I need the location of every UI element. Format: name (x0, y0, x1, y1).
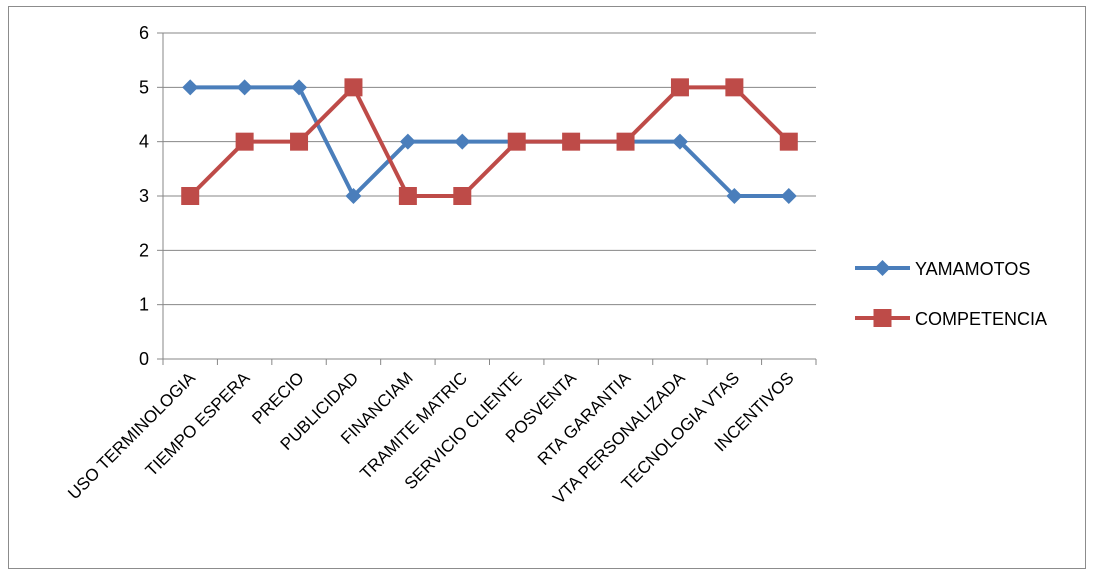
data-point (235, 132, 254, 151)
legend-marker (873, 309, 892, 327)
data-point (454, 133, 471, 150)
legend-label: COMPETENCIA (915, 309, 1047, 329)
data-point (562, 132, 581, 151)
y-tick-labels: 0 1 2 3 4 5 6 (139, 23, 149, 369)
data-point (344, 78, 363, 97)
y-tick-label: 6 (139, 23, 149, 43)
y-tick-label: 2 (139, 240, 149, 260)
chart-frame (8, 6, 1086, 569)
data-point (181, 187, 200, 205)
legend-entry: YAMAMOTOS (855, 259, 1030, 279)
data-point (453, 187, 472, 205)
x-tick-label: TIEMPO ESPERA (142, 368, 254, 480)
legend-entry: COMPETENCIA (855, 309, 1047, 329)
data-point (345, 188, 362, 204)
data-point (725, 78, 744, 97)
data-point (399, 133, 416, 150)
data-point (671, 133, 688, 150)
series-competencia (181, 78, 798, 205)
legend-marker (874, 260, 891, 276)
axes (157, 32, 817, 365)
data-point (182, 79, 199, 96)
data-point (779, 132, 798, 151)
data-point (670, 78, 689, 97)
y-tick-label: 3 (139, 186, 149, 206)
y-tick-label: 1 (139, 295, 149, 315)
y-tick-label: 0 (139, 349, 149, 369)
data-point (507, 132, 526, 151)
data-point (398, 187, 417, 205)
data-point (616, 132, 635, 151)
series (181, 78, 798, 205)
data-point (726, 188, 743, 204)
series-line (190, 85, 789, 198)
series-line (188, 85, 791, 198)
data-point (236, 79, 253, 96)
data-point (291, 79, 308, 96)
data-point (290, 132, 309, 151)
y-tick-label: 4 (139, 132, 149, 152)
x-tick-label: RTA GARANTIA (534, 368, 635, 469)
y-tick-label: 5 (139, 77, 149, 97)
legend-label: YAMAMOTOS (915, 259, 1030, 279)
data-point (780, 188, 797, 204)
legend: YAMAMOTOS COMPETENCIA (855, 259, 1047, 329)
